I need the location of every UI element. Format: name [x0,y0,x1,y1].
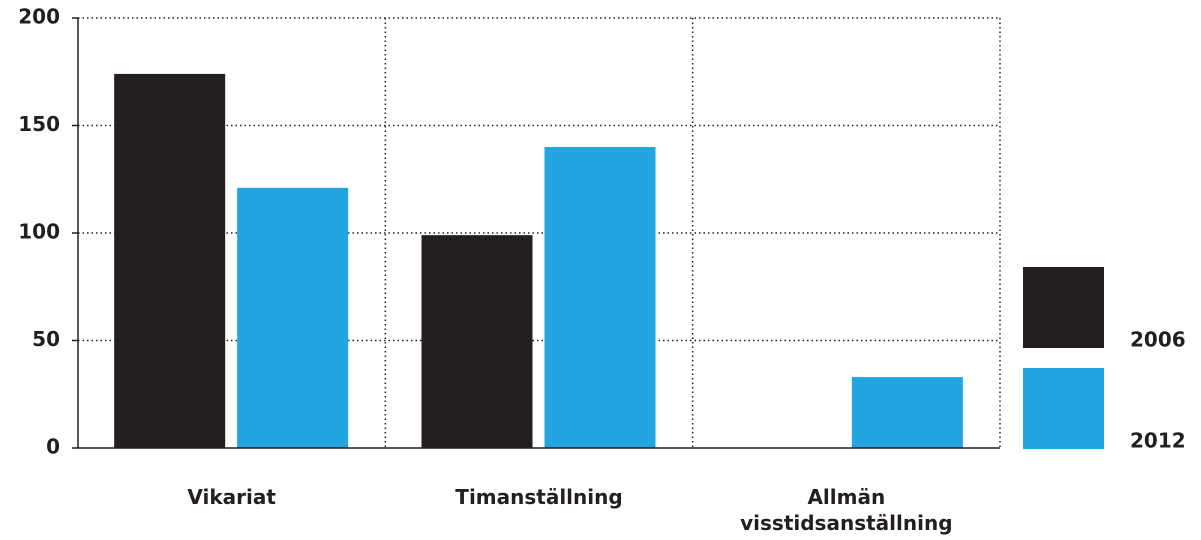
x-tick-label: Timanställning [455,485,623,509]
y-tick-label: 100 [18,220,60,244]
y-tick-label: 200 [18,5,60,29]
legend-label: 2006 [1130,328,1186,352]
y-tick-label: 50 [32,327,60,351]
bar [114,73,226,449]
bar [544,147,656,448]
bar [421,235,533,448]
y-tick-label: 150 [18,112,60,136]
legend-label: 2012 [1130,429,1186,453]
x-tick-label: Allmän visstidsanställning [740,485,953,535]
bar [851,377,963,448]
legend-swatch [1023,368,1104,449]
x-tick-label: Vikariat [187,485,276,509]
legend-swatch [1023,267,1104,348]
y-tick-label: 0 [46,435,60,459]
bar [237,187,349,448]
